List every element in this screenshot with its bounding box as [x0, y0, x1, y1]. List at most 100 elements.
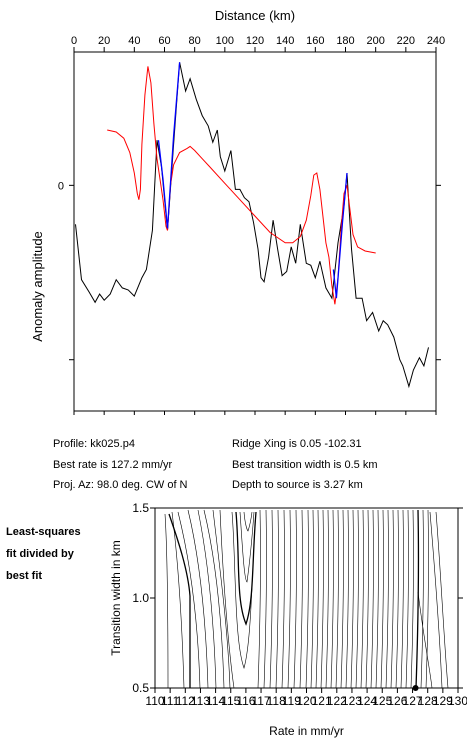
width-tick-label: 0.5	[132, 681, 149, 695]
side-note-line-1: Least-squares	[6, 526, 81, 538]
y-tick-label: 0	[58, 180, 64, 192]
rate-tick-label: 127	[403, 694, 423, 708]
contour-line	[243, 511, 253, 532]
contour-line	[415, 509, 420, 689]
rate-tick-label: 117	[251, 694, 270, 708]
contour-line	[219, 509, 235, 689]
contour-frame	[154, 507, 459, 689]
x-tick-label: 120	[246, 35, 264, 47]
contour-line	[355, 509, 359, 689]
best-transition-width-label: Best transition width is 0.5 km	[232, 459, 378, 471]
contour-line	[164, 513, 169, 689]
contour-line	[168, 513, 191, 688]
contour-line	[187, 509, 209, 689]
x-tick-label: 200	[366, 35, 384, 47]
ridge-crossing-label: Ridge Xing is 0.05 -102.31	[232, 438, 362, 450]
contour-line	[235, 511, 257, 626]
contour-line	[335, 509, 339, 689]
contour-line	[435, 511, 449, 689]
x-tick-label: 60	[158, 35, 170, 47]
fit-series-line-2	[157, 62, 181, 229]
contour-line	[390, 509, 394, 689]
profile-label: Profile: kk025.p4	[53, 438, 135, 450]
rate-tick-label: 124	[357, 694, 377, 708]
side-note-line-2: fit divided by	[6, 548, 74, 560]
contour-line	[305, 509, 309, 689]
rate-tick-label: 121	[312, 694, 332, 708]
width-axis-label: Transition width in km	[109, 540, 123, 656]
contour-line	[197, 509, 217, 689]
misfit-contour-chart: 1101111121131141151161171181191201211221…	[109, 501, 467, 738]
rate-tick-label: 112	[176, 694, 195, 708]
contour-line	[429, 511, 443, 689]
contour-line	[375, 509, 379, 689]
rate-tick-label: 113	[191, 694, 210, 708]
rate-tick-label: 129	[433, 694, 453, 708]
contour-line	[395, 509, 399, 689]
contour-line	[257, 509, 261, 689]
contour-line	[269, 509, 273, 689]
contour-line	[365, 509, 369, 689]
x-tick-label: 240	[427, 35, 445, 47]
x-tick-label: 140	[276, 35, 294, 47]
contour-line	[177, 511, 201, 689]
contour-line	[370, 509, 374, 689]
x-tick-label: 80	[189, 35, 201, 47]
contour-line	[299, 509, 303, 689]
contour-line	[325, 509, 329, 689]
contour-line	[405, 509, 409, 689]
contour-line	[360, 509, 364, 689]
rate-tick-label: 116	[236, 694, 255, 708]
contour-line	[417, 591, 433, 689]
x-tick-label: 20	[98, 35, 110, 47]
contour-line	[275, 509, 279, 689]
best-rate-label: Best rate is 127.2 mm/yr	[53, 459, 173, 471]
contour-line	[425, 509, 429, 689]
x-tick-label: 160	[306, 35, 324, 47]
contour-line	[380, 509, 384, 689]
x-tick-label: 180	[336, 35, 354, 47]
x-tick-label: 40	[128, 35, 140, 47]
contour-line	[293, 509, 297, 689]
y-axis-label: Anomaly amplitude	[30, 231, 45, 342]
x-tick-label: 220	[397, 35, 415, 47]
rate-axis-label: Rate in mm/yr	[269, 724, 344, 738]
observed-series-line-0	[75, 62, 429, 389]
rate-tick-label: 115	[221, 694, 240, 708]
projection-azimuth-label: Proj. Az: 98.0 deg. CW of N	[53, 479, 188, 491]
x-tick-label: 0	[71, 35, 77, 47]
contour-line	[320, 509, 324, 689]
contour-line	[350, 509, 354, 689]
contour-line	[310, 509, 314, 689]
contour-line	[203, 509, 225, 689]
x-axis-label: Distance (km)	[215, 8, 295, 23]
rate-tick-label: 111	[161, 694, 180, 708]
contour-line	[410, 509, 414, 689]
rate-tick-label: 126	[387, 694, 407, 708]
rate-tick-label: 130	[448, 694, 467, 708]
rate-tick-label: 110	[145, 694, 164, 708]
contour-line	[345, 509, 349, 689]
side-note-line-3: best fit	[6, 570, 43, 582]
contour-line	[385, 509, 389, 689]
contour-line	[281, 509, 285, 689]
contour-line	[330, 509, 334, 689]
rate-tick-label: 125	[372, 694, 392, 708]
best-fit-marker	[412, 685, 419, 691]
contour-line	[315, 509, 319, 689]
source-depth-label: Depth to source is 3.27 km	[232, 479, 363, 491]
contour-line	[171, 511, 185, 689]
contour-line	[400, 509, 404, 689]
rate-tick-label: 123	[342, 694, 362, 708]
rate-tick-label: 118	[267, 694, 286, 708]
fit-series-line-3	[332, 172, 348, 299]
contour-line	[340, 509, 344, 689]
width-tick-label: 1.0	[132, 591, 149, 605]
contour-line	[212, 509, 231, 689]
contour-line	[239, 511, 255, 583]
contour-line	[263, 509, 267, 689]
rate-tick-label: 119	[282, 694, 301, 708]
contour-line	[420, 509, 424, 689]
width-tick-label: 1.5	[132, 501, 149, 515]
